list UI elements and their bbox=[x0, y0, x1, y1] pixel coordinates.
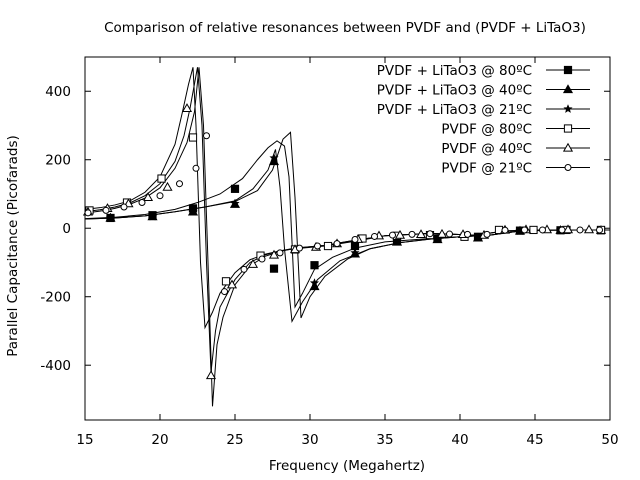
legend: PVDF + LiTaO3 @ 80ºC PVDF + LiTaO3 @ 40ºC… bbox=[377, 63, 590, 177]
x-axis-label: Frequency (Megahertz) bbox=[269, 458, 425, 474]
series-6-point bbox=[258, 255, 266, 263]
series-3-point bbox=[147, 211, 158, 221]
series-6-point bbox=[156, 192, 164, 200]
series-5-point bbox=[226, 279, 238, 289]
y-tick-label: 200 bbox=[45, 153, 71, 169]
series-6-point bbox=[558, 226, 566, 234]
series-4-point bbox=[188, 133, 198, 142]
x-tick-label: 45 bbox=[526, 432, 543, 448]
legend-marker bbox=[562, 142, 574, 152]
series-3-point bbox=[230, 198, 240, 208]
series-1-point bbox=[269, 264, 279, 273]
series-6-point bbox=[351, 236, 359, 244]
series-5-point bbox=[394, 229, 406, 239]
legend-label: PVDF + LiTaO3 @ 40ºC bbox=[377, 83, 532, 99]
legend-label: PVDF @ 21ºC bbox=[441, 161, 532, 177]
series-3-point bbox=[188, 207, 198, 216]
series-6-point bbox=[138, 199, 146, 207]
series-6-point bbox=[371, 232, 378, 240]
series-4-point bbox=[157, 174, 166, 183]
series-6-point bbox=[296, 244, 303, 252]
series-5-point bbox=[205, 370, 217, 380]
series-6-point bbox=[408, 230, 416, 238]
legend-label: PVDF @ 40ºC bbox=[441, 141, 532, 157]
series-3-point bbox=[432, 234, 443, 244]
series-line-6 bbox=[84, 67, 610, 407]
series-5-point bbox=[142, 192, 154, 202]
series-5-point bbox=[415, 229, 427, 239]
series-6-point bbox=[240, 265, 248, 273]
y-axis-label: Parallel Capacitance (Picofarads) bbox=[5, 135, 21, 357]
series-6-point bbox=[596, 226, 603, 234]
series-3-point bbox=[350, 248, 360, 257]
x-tick-label: 15 bbox=[76, 432, 93, 448]
y-tick-label: 0 bbox=[62, 221, 71, 237]
series-6-point bbox=[483, 230, 491, 238]
series-6-point bbox=[192, 164, 200, 172]
legend-label: PVDF @ 80ºC bbox=[441, 122, 532, 138]
series-3-point bbox=[392, 236, 402, 246]
series-6-point bbox=[221, 288, 228, 296]
series-6-point bbox=[314, 242, 321, 250]
series-6-point bbox=[389, 231, 396, 239]
series-6-point bbox=[120, 203, 128, 211]
series-line-3 bbox=[84, 149, 610, 324]
series-5-point bbox=[181, 103, 193, 113]
series-6-point bbox=[203, 132, 210, 140]
series-6-point bbox=[501, 226, 509, 234]
chart-title: Comparison of relative resonances betwee… bbox=[104, 20, 586, 36]
legend-label: PVDF + LiTaO3 @ 80ºC bbox=[377, 63, 532, 79]
series-6-point bbox=[176, 180, 183, 188]
x-tick-label: 50 bbox=[601, 432, 618, 448]
series-6-point bbox=[521, 226, 528, 234]
series-5-point bbox=[583, 224, 595, 234]
legend-marker bbox=[564, 164, 572, 171]
series-1-point bbox=[230, 184, 240, 193]
legend-marker bbox=[563, 104, 573, 113]
series-3-point bbox=[269, 153, 279, 162]
series-6-point bbox=[333, 240, 341, 248]
series-5-point bbox=[436, 228, 448, 238]
series-5-point bbox=[247, 258, 259, 268]
legend-marker bbox=[563, 124, 573, 133]
series-6-point bbox=[576, 226, 584, 234]
y-tick-label: 400 bbox=[45, 84, 71, 100]
series-1-point bbox=[310, 261, 319, 270]
series-5-point bbox=[162, 181, 173, 191]
series-6-point bbox=[84, 209, 92, 217]
series-4-point bbox=[323, 241, 333, 251]
plot-border bbox=[84, 56, 611, 421]
series-4-point bbox=[529, 225, 538, 235]
x-tick-label: 40 bbox=[451, 432, 468, 448]
x-tick-label: 30 bbox=[301, 432, 318, 448]
series-lines bbox=[84, 67, 610, 407]
series-6-point bbox=[426, 230, 434, 238]
series-6-point bbox=[276, 249, 284, 257]
series-markers bbox=[82, 103, 607, 380]
series-6-point bbox=[446, 230, 453, 238]
series-3-point bbox=[309, 278, 320, 287]
x-tick-label: 25 bbox=[226, 432, 243, 448]
series-3-point bbox=[105, 213, 116, 222]
y-tick-label: -200 bbox=[40, 290, 71, 306]
series-5-point bbox=[268, 249, 280, 259]
axis-ticks: 15 20 25 30 35 40 45 50 -400 -200 0 200 400 bbox=[40, 57, 619, 448]
legend-label: PVDF + LiTaO3 @ 21ºC bbox=[377, 102, 532, 118]
series-4-point bbox=[221, 277, 231, 286]
series-6-point bbox=[539, 226, 546, 234]
series-6-point bbox=[464, 230, 471, 238]
legend-marker bbox=[563, 65, 573, 75]
y-tick-label: -400 bbox=[40, 358, 71, 374]
plot-frame bbox=[84, 56, 611, 421]
series-5-point bbox=[562, 224, 574, 234]
x-tick-label: 35 bbox=[376, 432, 393, 448]
series-6-point bbox=[102, 206, 110, 214]
legend-marker bbox=[562, 84, 574, 94]
x-tick-label: 20 bbox=[151, 432, 168, 448]
